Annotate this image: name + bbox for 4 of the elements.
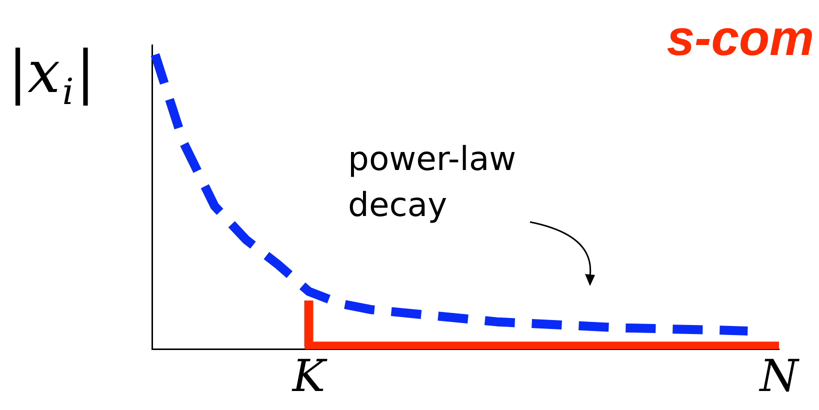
annotation: power-law decay xyxy=(348,139,516,224)
x-tick-label: N xyxy=(758,351,800,402)
x-tick-label: K xyxy=(291,351,328,402)
chart-title: s-com xyxy=(666,10,814,66)
